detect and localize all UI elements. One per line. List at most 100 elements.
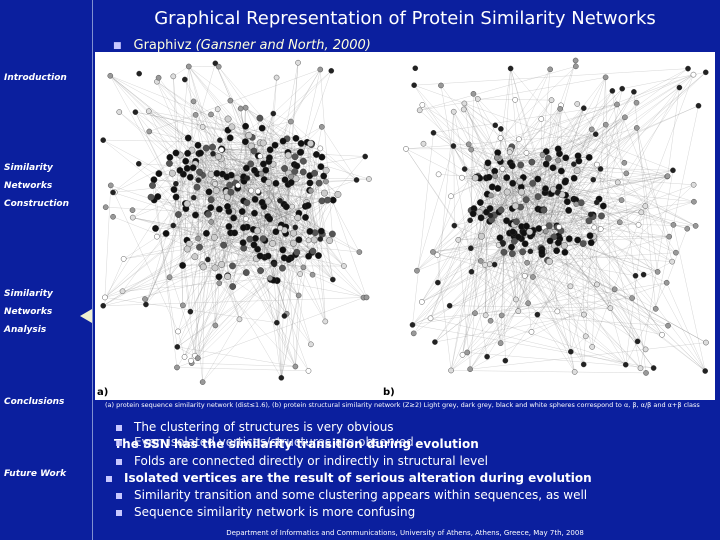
- network-node: [477, 258, 484, 264]
- network-node: [247, 160, 255, 168]
- network-node: [306, 179, 314, 187]
- network-node: [508, 250, 516, 258]
- network-node: [487, 317, 494, 324]
- network-node: [483, 208, 490, 216]
- network-node: [486, 261, 493, 268]
- network-node: [300, 157, 307, 165]
- graphviz-subheading: ■ Graphivz (Gansner and North, 2000): [113, 38, 371, 53]
- bullet-square-icon: [116, 424, 122, 431]
- network-node: [193, 183, 201, 191]
- network-node: [514, 233, 522, 241]
- network-node: [520, 229, 528, 237]
- network-node: [244, 175, 251, 181]
- network-node: [598, 212, 605, 220]
- network-node: [251, 195, 259, 203]
- network-node: [181, 354, 188, 360]
- network-node: [692, 223, 699, 229]
- network-node: [366, 176, 372, 182]
- network-node: [281, 313, 288, 319]
- network-node: [142, 296, 148, 302]
- network-node: [226, 181, 234, 189]
- network-node: [322, 318, 329, 325]
- network-node: [272, 228, 280, 236]
- network-node: [311, 169, 318, 177]
- network-node: [255, 188, 261, 195]
- network-node: [309, 271, 316, 278]
- network-node: [212, 187, 220, 194]
- network-node: [589, 344, 595, 350]
- network-node: [586, 232, 594, 240]
- network-node: [461, 166, 468, 172]
- network-node: [147, 193, 155, 201]
- network-node: [618, 197, 625, 203]
- network-node: [420, 140, 427, 147]
- network-node: [152, 225, 159, 232]
- network-node: [506, 149, 513, 156]
- network-node: [549, 164, 557, 172]
- network-node: [563, 198, 571, 206]
- network-node: [434, 252, 441, 258]
- network-node: [499, 166, 506, 172]
- sidebar-item-similarity-networks-analysis[interactable]: Similarity Networks Analysis: [4, 285, 53, 339]
- network-node: [527, 248, 534, 255]
- network-node: [308, 187, 314, 194]
- sidebar-item-conclusions[interactable]: Conclusions: [4, 393, 64, 411]
- network-node: [503, 188, 511, 196]
- network-node: [571, 161, 577, 167]
- network-node: [632, 272, 639, 279]
- network-node: [318, 153, 326, 161]
- sidebar-item-future-work[interactable]: Future Work: [4, 465, 66, 483]
- list-item: Isolated vertices are the result of seri…: [106, 471, 592, 485]
- network-node: [470, 91, 477, 97]
- network-node: [521, 273, 528, 279]
- network-node: [494, 149, 502, 157]
- network-node: [194, 141, 202, 149]
- network-node: [129, 207, 136, 213]
- network-node: [567, 283, 574, 290]
- sidebar-item-label: Future Work: [4, 469, 67, 479]
- network-node: [305, 237, 312, 244]
- network-node: [273, 74, 280, 81]
- network-node: [246, 235, 254, 243]
- network-node: [599, 202, 607, 210]
- sidebar-item-introduction[interactable]: Introduction: [4, 69, 67, 87]
- network-node: [258, 170, 265, 177]
- network-node: [289, 203, 296, 210]
- network-node: [240, 224, 247, 231]
- network-node: [199, 124, 206, 130]
- network-node: [271, 141, 279, 149]
- network-node: [172, 149, 180, 157]
- network-node: [291, 153, 299, 161]
- network-node: [488, 192, 494, 199]
- sidebar-item-similarity-networks-construction[interactable]: Similarity Networks Construction: [4, 159, 69, 213]
- network-node: [100, 137, 106, 143]
- network-node: [519, 248, 527, 256]
- list-item: Even isolated vertices/structures are ob…: [116, 435, 414, 449]
- network-node: [455, 237, 462, 243]
- network-node: [502, 357, 509, 364]
- sidebar-item-label: Conclusions: [4, 397, 65, 407]
- network-node: [239, 239, 247, 247]
- network-node: [690, 181, 697, 188]
- network-node: [317, 236, 324, 242]
- network-node: [503, 217, 510, 225]
- network-node: [471, 174, 479, 182]
- network-node: [508, 243, 515, 251]
- network-node: [538, 248, 546, 256]
- network-node: [242, 122, 250, 130]
- network-node: [684, 225, 691, 232]
- network-node: [515, 308, 522, 314]
- sidebar-divider: [92, 0, 93, 540]
- network-node: [251, 209, 258, 217]
- network-node: [215, 153, 222, 161]
- network-node: [623, 170, 630, 177]
- network-node: [528, 158, 536, 166]
- network-node: [257, 267, 264, 274]
- network-node: [242, 164, 250, 172]
- network-node: [119, 288, 126, 295]
- network-node: [545, 258, 553, 265]
- network-node: [535, 225, 543, 232]
- network-node: [168, 169, 176, 177]
- network-node: [461, 100, 468, 107]
- network-node: [430, 249, 436, 255]
